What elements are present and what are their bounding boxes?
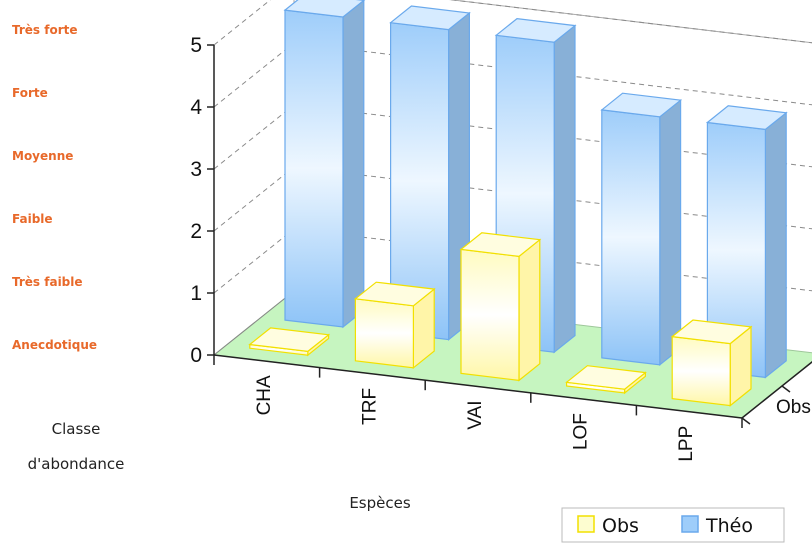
abundance-axis-label: d'abondance xyxy=(28,455,125,473)
x-axis xyxy=(213,354,743,419)
y-tick-label: 0 xyxy=(190,344,202,367)
x-tick-label: VAI xyxy=(465,401,486,430)
legend-swatch xyxy=(577,515,595,533)
abundance-class-label: Très faible xyxy=(12,275,83,289)
bar-front xyxy=(601,109,661,366)
bar-front xyxy=(460,248,520,382)
bar-top xyxy=(353,281,436,307)
bar-obs xyxy=(670,319,753,407)
depth-tick-mark xyxy=(741,417,751,425)
y-tick-label: 5 xyxy=(190,34,202,57)
bar-side xyxy=(553,24,576,354)
bar-top xyxy=(494,17,577,43)
y-tick-label: 1 xyxy=(190,282,202,305)
depth-tick-mark xyxy=(781,385,791,393)
legend-label: Théo xyxy=(705,515,753,537)
bar-theo xyxy=(705,105,788,379)
x-tick-label: CHA xyxy=(254,375,275,415)
bar-theo xyxy=(600,92,683,367)
y-tick-label: 4 xyxy=(190,96,202,119)
bar-front xyxy=(354,298,414,369)
x-tick-label: TRF xyxy=(359,388,380,425)
bar-theo xyxy=(283,0,366,329)
legend: Obs Théo xyxy=(561,507,785,543)
abundance-class-label: Très forte xyxy=(12,23,78,37)
abundance-class-label: Faible xyxy=(12,212,53,226)
bar-top xyxy=(565,365,647,390)
bar-top xyxy=(389,5,471,31)
axes: 0 1 2 3 4 5 CHA TRF VAI LOF LPP Espèces Obs xyxy=(190,34,812,512)
bar-obs xyxy=(353,281,436,370)
x-axis-title: Espèces xyxy=(349,494,411,512)
bar-side xyxy=(764,111,787,379)
bar-obs xyxy=(565,365,647,395)
y-tick-label: 3 xyxy=(190,158,202,181)
bar-obs xyxy=(248,327,331,357)
abundance-axis-label: Classe xyxy=(52,420,101,438)
abundance-class-label: Anecdotique xyxy=(12,338,97,352)
bar-side xyxy=(659,98,682,367)
bar-top xyxy=(705,105,788,131)
bar-top xyxy=(600,92,683,118)
legend-label: Obs xyxy=(602,515,639,537)
depth-tick-label: Obs xyxy=(776,397,811,418)
side-floor-edge xyxy=(213,290,295,356)
bar-side xyxy=(342,0,365,329)
x-tick-label: LPP xyxy=(676,426,697,462)
abundance-classes: Très forte Forte Moyenne Faible Très faible A… xyxy=(12,23,124,473)
legend-swatch xyxy=(681,515,699,533)
legend-box xyxy=(561,507,785,543)
bars xyxy=(248,0,788,407)
bar-top xyxy=(248,327,331,353)
y-tick-label: 2 xyxy=(190,220,202,243)
bar-obs xyxy=(459,232,542,382)
bar-front xyxy=(671,335,731,407)
bar-top xyxy=(459,232,542,258)
bar-top xyxy=(670,319,753,345)
bar-front xyxy=(284,9,344,328)
bar-top xyxy=(283,0,366,18)
bar-side xyxy=(518,238,541,382)
abundance-class-label: Forte xyxy=(12,86,48,100)
abundance-class-label: Moyenne xyxy=(12,149,73,163)
x-tick-label: LOF xyxy=(571,413,592,450)
